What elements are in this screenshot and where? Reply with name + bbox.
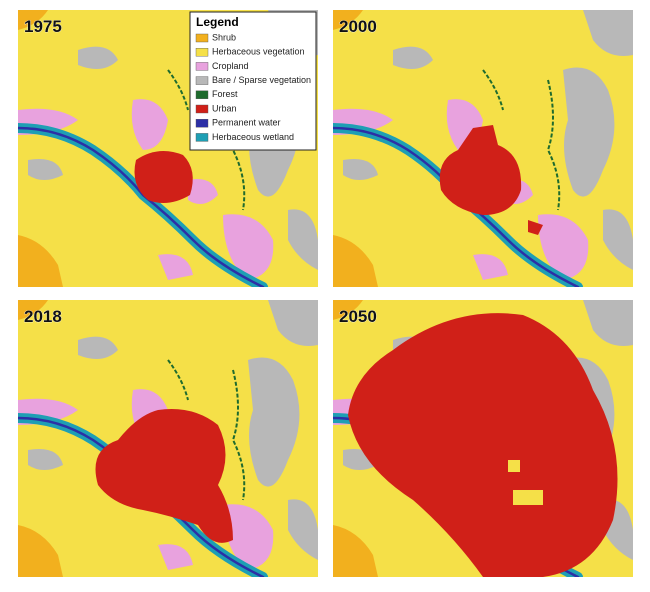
year-label: 2018 bbox=[24, 307, 62, 326]
legend: Legend Shrub Herbaceous vegetation Croplan… bbox=[189, 11, 317, 151]
map-panel: 2000 bbox=[333, 10, 633, 287]
year-label: 2000 bbox=[339, 17, 377, 36]
legend-swatch bbox=[195, 62, 209, 71]
map-panel: 1975 bbox=[18, 10, 318, 287]
urban-area bbox=[439, 125, 522, 215]
field bbox=[513, 490, 543, 505]
field bbox=[508, 460, 520, 472]
legend-box bbox=[189, 11, 317, 151]
legend-swatch bbox=[195, 90, 209, 100]
legend-swatch bbox=[195, 118, 209, 128]
legend-swatch bbox=[195, 48, 209, 57]
urban-area bbox=[134, 151, 193, 204]
legend-swatch bbox=[195, 33, 209, 43]
legend-title: Legend bbox=[196, 15, 239, 29]
map-panel: 2018 bbox=[18, 300, 318, 577]
urban-area bbox=[348, 313, 618, 577]
urban-area bbox=[528, 220, 543, 235]
legend-label: Herbaceous vegetation bbox=[212, 47, 305, 57]
legend-swatch bbox=[195, 133, 209, 142]
legend-swatch bbox=[195, 76, 209, 85]
legend-label: Urban bbox=[212, 103, 237, 113]
legend-label: Cropland bbox=[212, 61, 249, 71]
legend-label: Shrub bbox=[212, 32, 236, 42]
legend-swatch bbox=[195, 104, 209, 114]
urban-area bbox=[95, 409, 233, 543]
legend-label: Permanent water bbox=[212, 118, 281, 128]
year-label: 2050 bbox=[339, 307, 377, 326]
legend-label: Forest bbox=[212, 89, 238, 99]
map-panel: 2050 bbox=[333, 300, 633, 577]
legend-label: Herbaceous wetland bbox=[212, 132, 294, 142]
legend-label: Bare / Sparse vegetation bbox=[212, 75, 311, 85]
year-label: 1975 bbox=[24, 17, 62, 36]
